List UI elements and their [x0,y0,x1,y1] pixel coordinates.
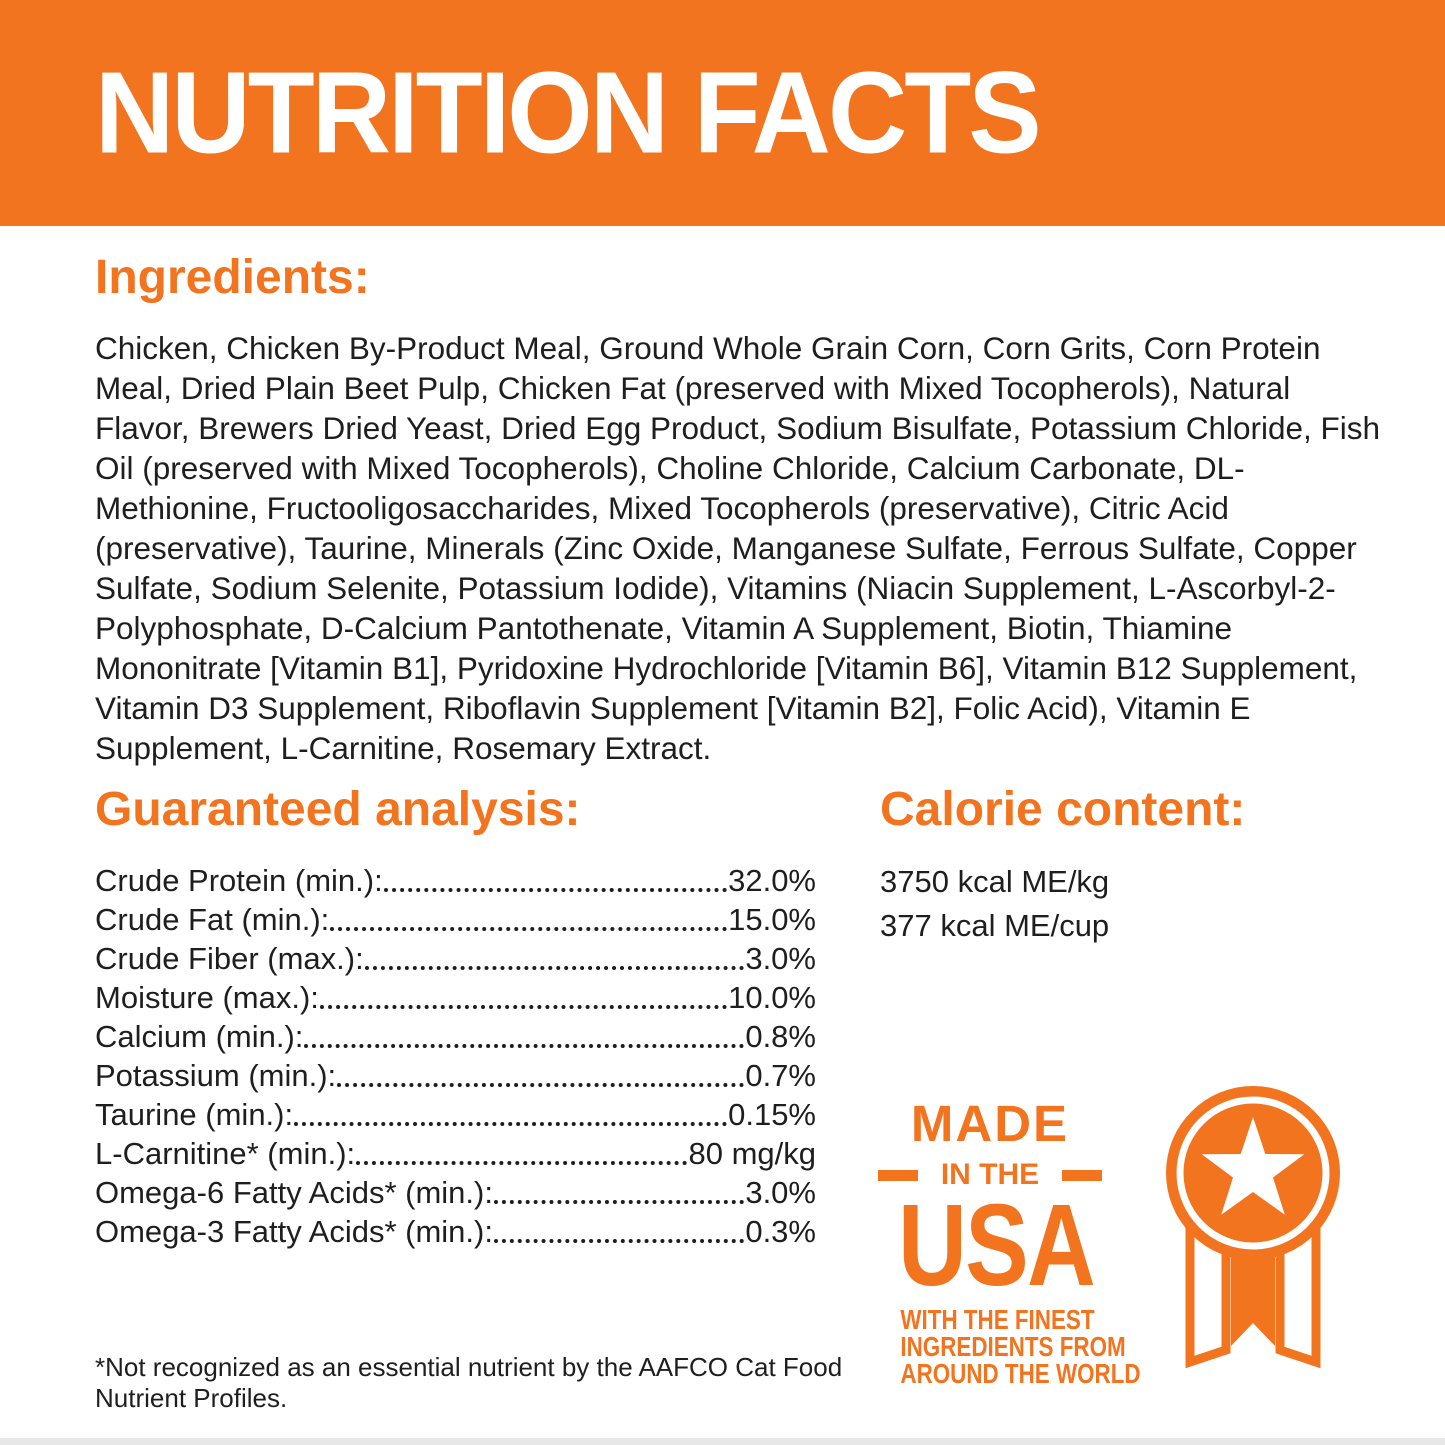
table-row: Crude Fiber (max.): 3.0% [95,938,816,977]
nutrient-label: Omega-3 Fatty Acids* (min.): [95,1214,493,1249]
table-row: Omega-3 Fatty Acids* (min.): 0.3% [95,1211,816,1250]
dotted-leader [337,1083,745,1087]
nutrient-value: 0.15% [728,1097,816,1132]
dotted-leader [304,1044,745,1048]
nutrient-value: 32.0% [728,863,816,898]
in-the-row: IN THE [878,1160,1102,1190]
dotted-leader [294,1122,728,1126]
nutrient-label: Moisture (max.): [95,980,319,1015]
guaranteed-analysis-section: Guaranteed analysis: Crude Protein (min.… [95,784,816,1250]
aafco-footnote: *Not recognized as an essential nutrient… [95,1352,843,1413]
nutrient-label: Crude Fat (min.): [95,902,330,937]
calorie-values: 3750 kcal ME/kg 377 kcal ME/cup [880,860,1245,948]
dotted-leader [493,1200,745,1204]
nutrient-label: Crude Fiber (max.): [95,941,364,976]
table-row: Moisture (max.): 10.0% [95,977,816,1016]
nutrient-label: Crude Protein (min.): [95,863,383,898]
table-row: Calcium (min.): 0.8% [95,1016,816,1055]
ingredients-heading: Ingredients: [95,251,370,304]
guaranteed-analysis-heading: Guaranteed analysis: [95,783,581,836]
tagline-line: WITH THE FINEST [900,1304,1095,1336]
table-row: Taurine (min.): 0.15% [95,1094,816,1133]
dash-left [878,1169,918,1181]
calorie-per-cup: 377 kcal ME/cup [880,908,1110,943]
dotted-leader [364,966,745,970]
calorie-content-section: Calorie content: 3750 kcal ME/kg 377 kca… [880,784,1245,948]
page-title: NUTRITION FACTS [95,47,1042,178]
table-row: Crude Fat (min.): 15.0% [95,899,816,938]
nutrient-label: Taurine (min.): [95,1097,294,1132]
nutrient-value: 80 mg/kg [688,1136,816,1171]
table-row: Potassium (min.): 0.7% [95,1055,816,1094]
usa-word: USA [898,1180,1096,1310]
in-the-word: IN THE [940,1158,1040,1191]
table-row: Crude Protein (min.): 32.0% [95,860,816,899]
award-ribbon-star-icon [1166,1086,1340,1369]
nutrient-label: L-Carnitine* (min.): [95,1136,356,1171]
photo-bottom-edge [0,1438,1445,1445]
nutrient-label: Calcium (min.): [95,1019,304,1054]
table-row: L-Carnitine* (min.): 80 mg/kg [95,1133,816,1172]
nutrient-value: 10.0% [728,980,816,1015]
nutrient-value: 0.3% [745,1214,816,1249]
calorie-content-heading: Calorie content: [880,783,1246,836]
table-row: Omega-6 Fatty Acids* (min.): 3.0% [95,1172,816,1211]
nutrient-value: 3.0% [745,941,816,976]
tagline-line: AROUND THE WORLD [900,1358,1141,1390]
made-in-usa-text: MADE IN THE USA WITH THE FINEST INGREDIE… [878,1095,1141,1390]
nutrient-value: 15.0% [728,902,816,937]
made-in-usa-badge: MADE IN THE USA WITH THE FINEST INGREDIE… [878,1078,1348,1390]
dotted-leader [319,1005,728,1009]
nutrient-value: 0.7% [745,1058,816,1093]
tagline: WITH THE FINEST INGREDIENTS FROM AROUND … [900,1304,1141,1390]
dotted-leader [383,888,728,892]
guaranteed-analysis-table: Crude Protein (min.): 32.0% Crude Fat (m… [95,860,816,1250]
dotted-leader [356,1161,688,1165]
dotted-leader [493,1239,745,1243]
nutrient-value: 3.0% [745,1175,816,1210]
nutrient-value: 0.8% [745,1019,816,1054]
calorie-per-kg: 3750 kcal ME/kg [880,864,1110,899]
nutrient-label: Potassium (min.): [95,1058,337,1093]
ingredients-text: Chicken, Chicken By-Product Meal, Ground… [95,330,1381,766]
nutrition-facts-banner: NUTRITION FACTS [0,0,1445,226]
made-word: MADE [910,1095,1070,1152]
nutrient-label: Omega-6 Fatty Acids* (min.): [95,1175,493,1210]
dash-right [1062,1169,1102,1181]
dotted-leader [330,927,728,931]
tagline-line: INGREDIENTS FROM [900,1331,1126,1363]
